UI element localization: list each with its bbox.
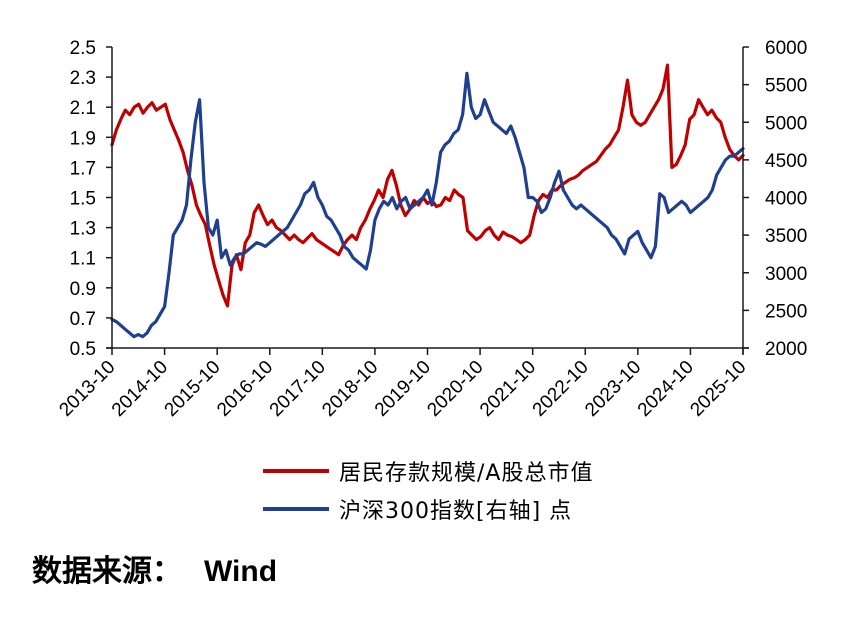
- left-axis-tick-label: 2.1: [70, 98, 96, 119]
- x-axis-tick-label: 2023-10: [581, 357, 645, 421]
- x-axis-tick-label: 2025-10: [686, 357, 750, 421]
- legend: 居民存款规模/A股总市值 沪深300指数[右轴] 点: [263, 452, 593, 528]
- x-axis-tick-label: 2021-10: [476, 357, 540, 421]
- series-layer: [110, 63, 745, 339]
- right-axis-tick-label: 2000: [765, 339, 807, 360]
- dual-axis-line-chart: 2.5 2.3 2.1 1.9 1.7 1.5 1.3 1.1 0.9 0.7 0.5 6000 550…: [55, 38, 807, 421]
- legend-label: 居民存款规模/A股总市值: [339, 461, 594, 486]
- x-axis-tick-label: 2017-10: [266, 357, 330, 421]
- x-axis-tick-label: 2016-10: [213, 357, 277, 421]
- left-axis-tick-label: 1.5: [70, 189, 96, 210]
- data-source: 数据来源： Wind: [32, 546, 277, 590]
- series-deposit-ratio-line: [110, 63, 745, 308]
- x-axis-tick-label: 2020-10: [423, 357, 487, 421]
- left-axis-tick-label: 1.7: [70, 158, 96, 179]
- right-axis-tick-label: 2500: [765, 301, 807, 322]
- left-axis-tick-label: 0.7: [70, 309, 96, 330]
- left-axis-tick-label: 2.3: [70, 68, 96, 89]
- x-axis-tick-label: 2018-10: [318, 357, 382, 421]
- right-axis-tick-label: 3500: [765, 226, 807, 247]
- right-axis-tick-label: 3000: [765, 264, 807, 285]
- x-axis-tick-label: 2019-10: [371, 357, 435, 421]
- left-axis-tick-label: 1.3: [70, 219, 96, 240]
- x-axis-tick-label: 2015-10: [161, 357, 225, 421]
- right-axis-tick-label: 5000: [765, 113, 807, 134]
- left-axis-tick-label: 1.1: [70, 249, 96, 270]
- left-axis-tick-label: 1.9: [70, 128, 96, 149]
- right-axis-tick-label: 5500: [765, 76, 807, 97]
- left-axis-tick-label: 2.5: [70, 38, 96, 59]
- x-axis-tick-label: 2022-10: [529, 357, 593, 421]
- source-value: Wind: [204, 555, 278, 588]
- x-axis-tick-label: 2013-10: [55, 357, 119, 421]
- legend-swatch-red-line-icon: [263, 469, 329, 473]
- left-axis-tick-label: 0.9: [70, 279, 96, 300]
- right-axis-tick-label: 6000: [765, 38, 807, 59]
- x-axis-tick-label: 2024-10: [634, 357, 698, 421]
- series-csi300-line: [110, 71, 745, 339]
- legend-label: 沪深300指数[右轴] 点: [339, 499, 573, 524]
- legend-item-csi300: 沪深300指数[右轴] 点: [263, 490, 593, 528]
- left-axis-tick-label: 0.5: [70, 339, 96, 360]
- right-axis-tick-label: 4500: [765, 151, 807, 172]
- legend-item-deposit-ratio: 居民存款规模/A股总市值: [263, 452, 593, 490]
- axes-layer: 2.5 2.3 2.1 1.9 1.7 1.5 1.3 1.1 0.9 0.7 0.5 6000 550…: [55, 38, 807, 421]
- legend-swatch-blue-line-icon: [263, 507, 329, 511]
- x-axis-tick-label: 2014-10: [108, 357, 172, 421]
- right-axis-tick-label: 4000: [765, 189, 807, 210]
- source-label: 数据来源：: [32, 554, 182, 589]
